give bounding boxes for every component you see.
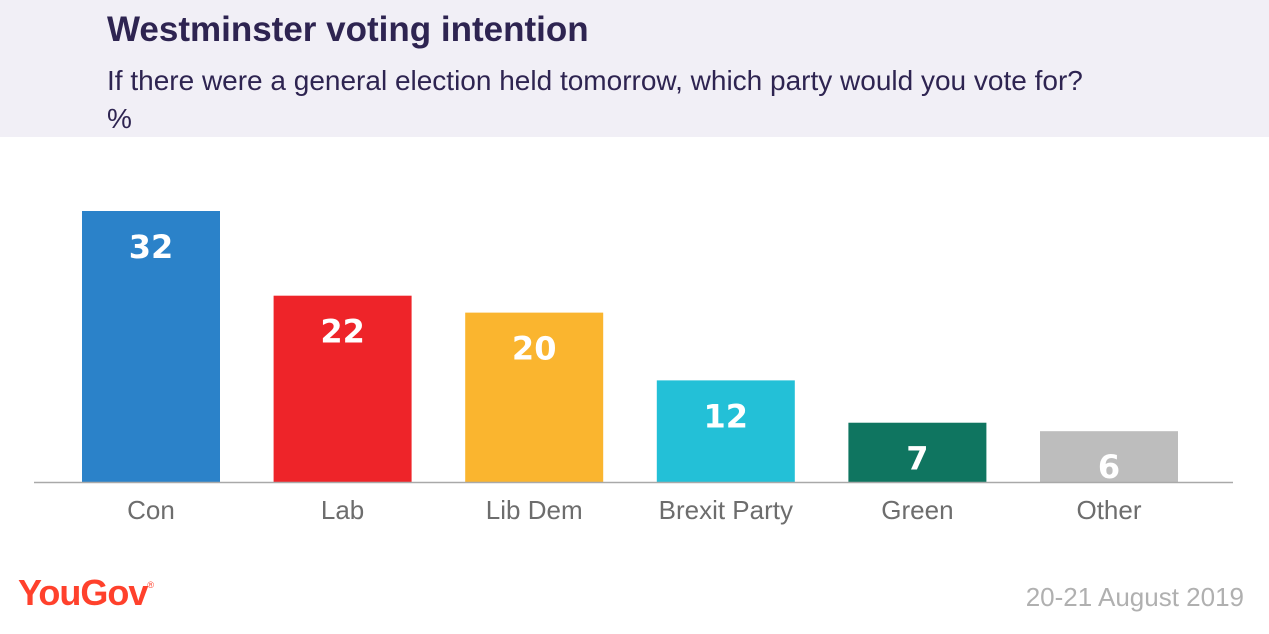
bar-value-label: 20 [512,330,557,368]
category-label: Con [127,495,175,525]
bar-value-label: 22 [320,313,365,351]
category-label: Brexit Party [659,495,793,525]
bar-value-label: 12 [704,397,749,435]
category-label: Lab [321,495,364,525]
bar-lab [273,295,412,482]
bar-value-label: 32 [129,228,174,266]
yougov-logo: YouGov® [18,572,154,614]
brand-registered-mark: ® [147,580,154,590]
chart-subtitle: If there were a general election held to… [107,65,1083,134]
chart-title: Westminster voting intention [107,10,589,49]
chart-header: Westminster voting intention If there we… [0,0,1269,137]
bar-value-label: 6 [1098,448,1120,486]
bar-green [848,422,987,482]
brand-name: YouGov [18,572,148,613]
category-label: Lib Dem [486,495,583,525]
bar-value-label: 7 [906,440,928,478]
bar-con [82,211,220,482]
bar-other [1040,431,1178,482]
bar-brexit-party [656,380,795,482]
bar-chart: 32 Con 22 Lab 20 Lib Dem 12 Brexit Party 7 Green 6… [34,211,1233,525]
category-label: Green [881,495,953,525]
survey-date: 20-21 August 2019 [1025,582,1244,612]
category-label: Other [1076,495,1141,525]
bar-lib-dem [465,312,604,482]
